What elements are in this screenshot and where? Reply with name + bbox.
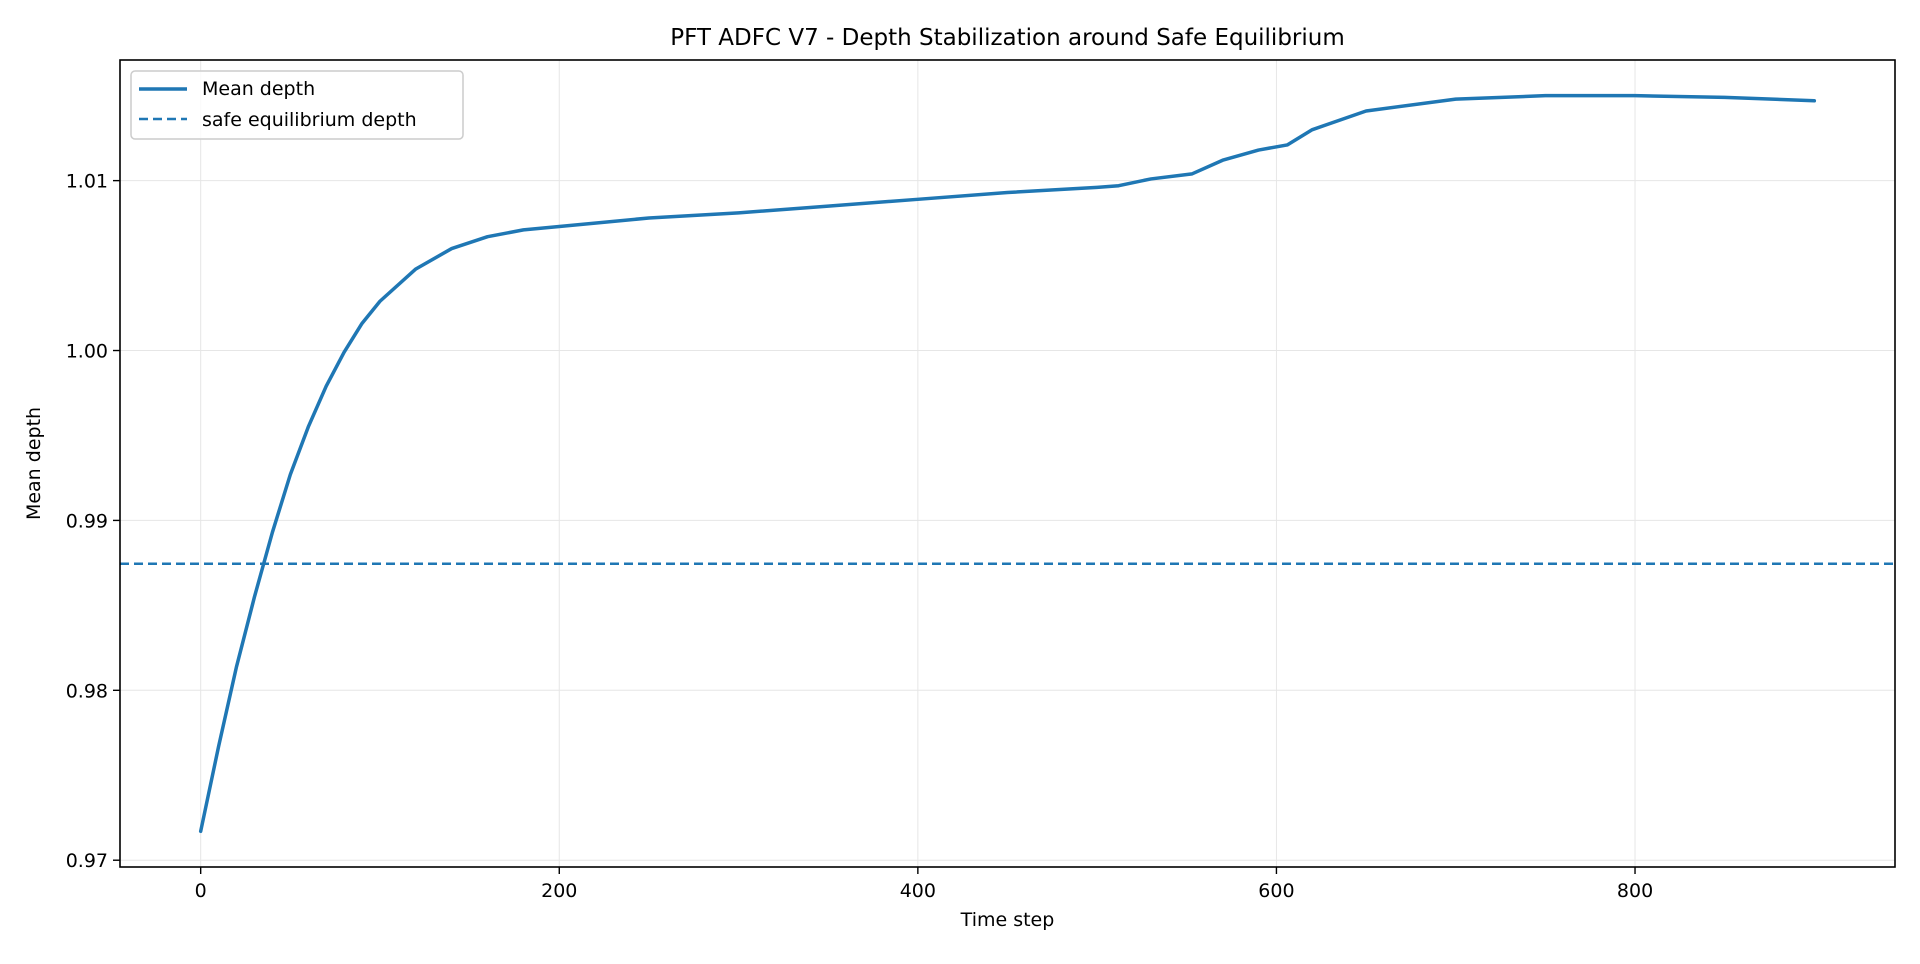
x-tick-label: 600 bbox=[1258, 880, 1294, 902]
y-tick-label: 0.98 bbox=[66, 680, 108, 702]
legend: Mean depth safe equilibrium depth bbox=[130, 70, 464, 140]
y-tick-label: 0.99 bbox=[66, 510, 108, 532]
y-tick-label: 0.97 bbox=[66, 850, 108, 872]
ticks: 0 200 400 600 800 0.97 0.98 0.99 1.00 1.01 bbox=[66, 171, 1653, 902]
plot-frame bbox=[119, 59, 1896, 868]
mean-depth-line bbox=[198, 93, 1817, 834]
legend-label-mean-depth: Mean depth bbox=[202, 78, 315, 100]
x-tick-label: 800 bbox=[1617, 880, 1653, 902]
plot-background bbox=[120, 60, 1895, 867]
legend-box bbox=[130, 70, 464, 140]
series-layer bbox=[120, 93, 1895, 834]
chart-title: PFT ADFC V7 - Depth Stabilization around… bbox=[670, 25, 1345, 51]
y-tick-label: 1.00 bbox=[66, 341, 108, 363]
x-tick-label: 0 bbox=[195, 880, 207, 902]
legend-label-safe-equilibrium: safe equilibrium depth bbox=[202, 109, 417, 131]
x-tick-label: 400 bbox=[900, 880, 936, 902]
x-axis-label: Time step bbox=[960, 909, 1055, 931]
y-tick-label: 1.01 bbox=[66, 171, 108, 193]
x-tick-label: 200 bbox=[541, 880, 577, 902]
y-axis-label: Mean depth bbox=[23, 407, 45, 520]
grid bbox=[120, 60, 1895, 867]
